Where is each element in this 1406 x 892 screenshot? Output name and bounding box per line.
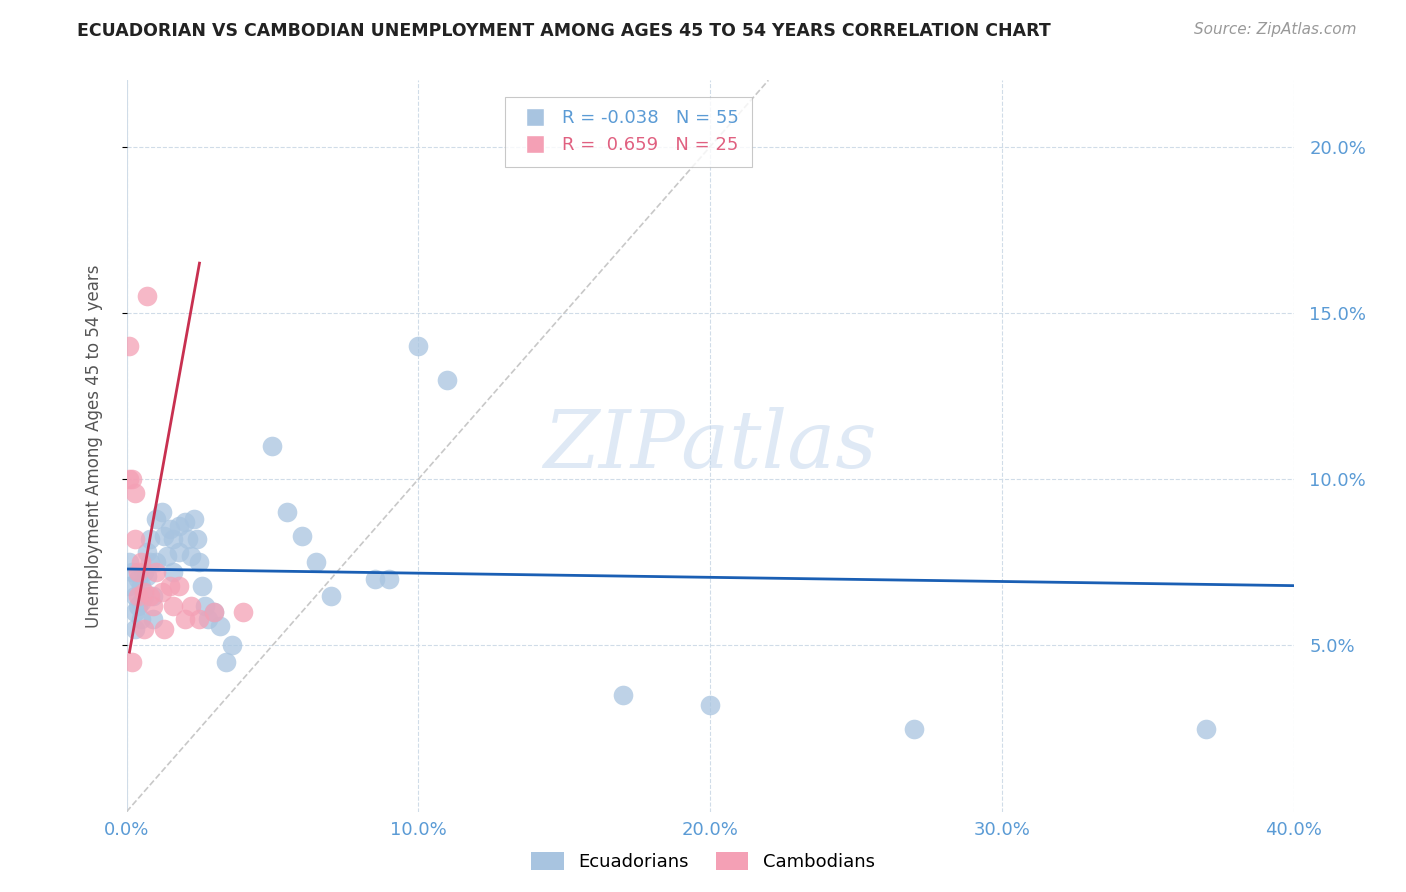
Point bbox=[139, 532, 162, 546]
Point bbox=[202, 605, 225, 619]
Point bbox=[136, 568, 159, 582]
Point bbox=[150, 585, 173, 599]
Point bbox=[124, 485, 146, 500]
Point bbox=[153, 529, 176, 543]
Point bbox=[202, 605, 225, 619]
Point bbox=[142, 612, 165, 626]
Point bbox=[129, 612, 152, 626]
Point bbox=[124, 622, 146, 636]
Point bbox=[1195, 722, 1218, 736]
Point bbox=[124, 589, 146, 603]
Point bbox=[129, 579, 152, 593]
Point bbox=[276, 506, 298, 520]
Point bbox=[121, 472, 143, 486]
Text: ZIPatlas: ZIPatlas bbox=[543, 408, 877, 484]
Point bbox=[136, 289, 159, 303]
Point bbox=[156, 549, 179, 563]
Point bbox=[188, 612, 211, 626]
Point bbox=[319, 589, 342, 603]
Text: Source: ZipAtlas.com: Source: ZipAtlas.com bbox=[1194, 22, 1357, 37]
Point bbox=[436, 372, 458, 386]
Point bbox=[188, 555, 211, 569]
Point bbox=[194, 599, 217, 613]
Point bbox=[408, 339, 430, 353]
Point bbox=[127, 589, 149, 603]
Point bbox=[174, 612, 197, 626]
Point bbox=[129, 595, 152, 609]
Point bbox=[197, 612, 219, 626]
Point bbox=[378, 572, 401, 586]
Point bbox=[142, 589, 165, 603]
Point bbox=[177, 532, 200, 546]
Point bbox=[167, 518, 190, 533]
Point bbox=[129, 555, 152, 569]
Point bbox=[208, 618, 231, 632]
Point bbox=[290, 529, 312, 543]
Point bbox=[162, 566, 184, 580]
Point bbox=[145, 555, 167, 569]
Point bbox=[118, 579, 141, 593]
Point bbox=[139, 589, 162, 603]
Point bbox=[180, 599, 202, 613]
Point bbox=[132, 622, 155, 636]
Point bbox=[124, 605, 146, 619]
Point bbox=[186, 532, 208, 546]
Point bbox=[215, 655, 238, 669]
Y-axis label: Unemployment Among Ages 45 to 54 years: Unemployment Among Ages 45 to 54 years bbox=[84, 264, 103, 628]
Point bbox=[162, 599, 184, 613]
Point bbox=[132, 589, 155, 603]
Point bbox=[262, 439, 284, 453]
Legend: R = -0.038   N = 55, R =  0.659   N = 25: R = -0.038 N = 55, R = 0.659 N = 25 bbox=[505, 96, 752, 167]
Point bbox=[162, 532, 184, 546]
Point bbox=[305, 555, 328, 569]
Point bbox=[180, 549, 202, 563]
Point bbox=[159, 522, 181, 536]
Legend: Ecuadorians, Cambodians: Ecuadorians, Cambodians bbox=[524, 845, 882, 879]
Point bbox=[127, 566, 149, 580]
Point bbox=[118, 339, 141, 353]
Point bbox=[118, 472, 141, 486]
Point bbox=[150, 506, 173, 520]
Point bbox=[127, 599, 149, 613]
Point bbox=[183, 512, 205, 526]
Point bbox=[159, 579, 181, 593]
Point bbox=[174, 516, 197, 530]
Point bbox=[121, 566, 143, 580]
Point bbox=[121, 655, 143, 669]
Point bbox=[142, 599, 165, 613]
Point bbox=[118, 555, 141, 569]
Point bbox=[139, 555, 162, 569]
Point bbox=[153, 622, 176, 636]
Point bbox=[124, 532, 146, 546]
Point bbox=[221, 639, 243, 653]
Point bbox=[145, 566, 167, 580]
Point bbox=[136, 545, 159, 559]
Point bbox=[699, 698, 721, 713]
Point bbox=[612, 689, 634, 703]
Text: ECUADORIAN VS CAMBODIAN UNEMPLOYMENT AMONG AGES 45 TO 54 YEARS CORRELATION CHART: ECUADORIAN VS CAMBODIAN UNEMPLOYMENT AMO… bbox=[77, 22, 1052, 40]
Point bbox=[191, 579, 214, 593]
Point bbox=[132, 566, 155, 580]
Point bbox=[167, 545, 190, 559]
Point bbox=[127, 572, 149, 586]
Point bbox=[903, 722, 925, 736]
Point bbox=[232, 605, 254, 619]
Point bbox=[167, 579, 190, 593]
Point bbox=[132, 585, 155, 599]
Point bbox=[363, 572, 385, 586]
Point bbox=[145, 512, 167, 526]
